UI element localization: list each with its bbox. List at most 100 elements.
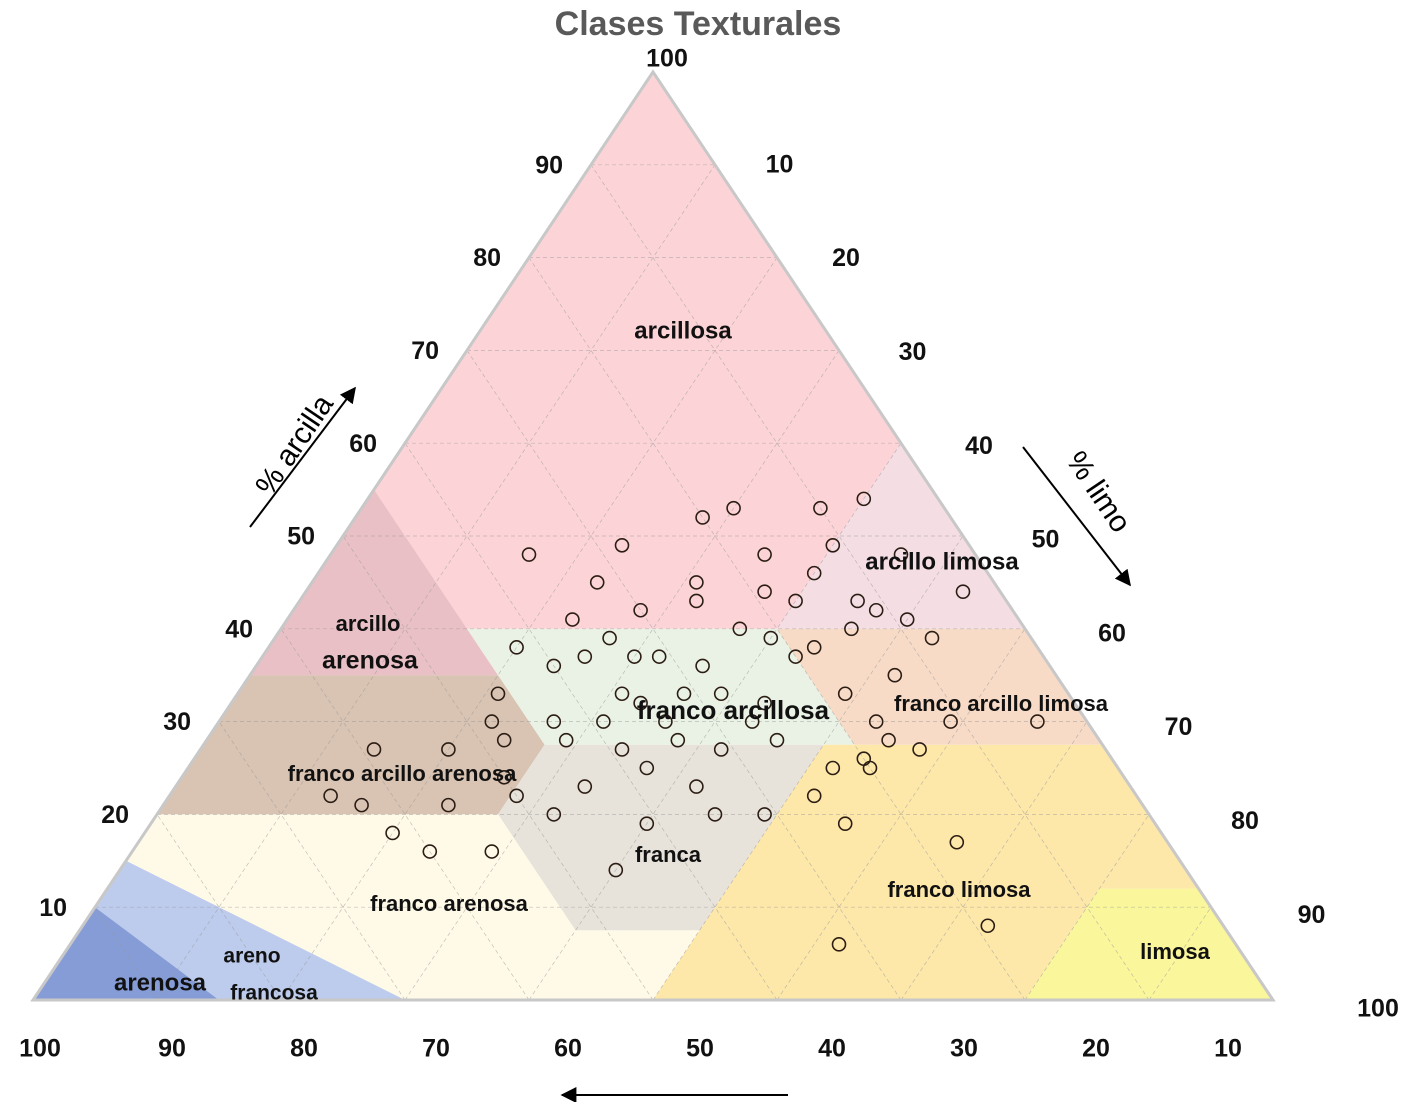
sample-point [614,742,630,757]
region-label: arcillo [336,611,401,636]
sample-point [899,612,915,627]
silt-tick-label: 80 [1231,807,1259,835]
silt-tick-label: 50 [1032,526,1060,554]
sample-point [689,593,704,609]
sample-point [676,686,692,702]
sample-point [558,732,574,748]
sample-point [577,779,593,794]
silt-tick-label: 70 [1165,713,1193,741]
sample-point [788,649,803,664]
texture-region [653,744,1199,1000]
sample-point [354,797,369,813]
sample-point [837,816,853,831]
region-label: areno [223,945,280,968]
grid-line [466,350,902,1001]
region-label: franco limosa [887,877,1031,902]
labels: arcillosa arcillo limosa arcillo arenosa fra… [19,45,1399,1063]
sample-point [614,686,630,702]
triangle-outline [30,69,1276,1002]
sample-point [496,769,512,785]
sample-point [323,788,338,804]
grid [94,164,1212,1001]
sand-tick-label: 20 [1082,1035,1110,1063]
sample-point [496,732,512,748]
sample-point [825,537,841,553]
region-label: limosa [1140,939,1210,964]
clay-tick-label: 80 [473,244,501,272]
silt-tick-label: 100 [1357,995,1399,1023]
sample-point [689,779,704,794]
region-label: arenosa [114,969,207,996]
sample-point [596,714,611,729]
axis-label: % limo [1059,446,1137,539]
grid-line [342,535,654,1001]
sample-point [955,584,971,599]
region-label: arenosa [322,647,419,675]
region-label: arcillo limosa [865,548,1019,575]
grid-line [280,257,778,1001]
region-label: franco arcillo limosa [894,691,1109,716]
sand-tick-label: 80 [290,1035,318,1063]
clay-tick-label: 50 [287,523,315,551]
sample-point [651,649,667,664]
sample-point [949,834,965,850]
sample-point [744,714,760,729]
sample-point [769,732,785,748]
sample-point [844,621,859,637]
sample-point [912,742,927,757]
sample-point [695,658,710,674]
sample-point [732,621,748,637]
clay-tick-label: 90 [535,151,563,179]
sample-point [707,807,723,822]
sample-point [633,695,648,711]
chart-title: Clases Texturales [555,5,842,43]
sample-point [633,602,648,618]
sample-point [757,584,772,599]
sample-point [565,612,580,627]
sample-point [856,751,872,767]
sand-tick-label: 70 [422,1035,450,1063]
sample-point [893,547,909,562]
sample-point [868,602,884,618]
sample-point [850,593,865,609]
sample-point [689,575,704,590]
sample-point [980,918,996,934]
sample-point [546,658,562,674]
clay-tick-label: 30 [163,708,191,736]
sand-tick-label: 50 [686,1035,714,1063]
grid-line [156,814,282,1001]
grid-line [1024,814,1150,1001]
grid-line [652,535,964,1001]
sample-point [441,797,456,813]
grid-line [1148,907,1212,1001]
grid-line [528,257,1026,1001]
region-label: franco arenosa [370,891,528,916]
points [323,491,1045,952]
sand-tick-label: 90 [158,1035,186,1063]
sample-point [521,547,537,562]
axis-label: % arcilla [249,389,340,502]
silt-tick-label: 30 [899,338,927,366]
sample-point [856,491,872,507]
sample-point [639,816,655,831]
region-label: franco arcillo arenosa [288,761,517,786]
sample-point [484,714,500,729]
region-label: franco arcillosa [637,695,830,725]
texture-region [1025,888,1273,1000]
sample-point [366,742,382,757]
sample-point [602,630,617,646]
texture-region [467,628,855,745]
sample-point [713,686,729,702]
sample-point [546,714,562,729]
sample-point [831,937,847,952]
sample-point [806,565,822,581]
texture-region [777,628,1103,745]
sand-tick-label: 100 [19,1035,61,1063]
grid-line [94,907,158,1001]
sample-point [695,510,710,525]
clay-tick-label: 20 [101,801,129,829]
sample-point [806,788,822,804]
clay-tick-label: 70 [411,337,439,365]
